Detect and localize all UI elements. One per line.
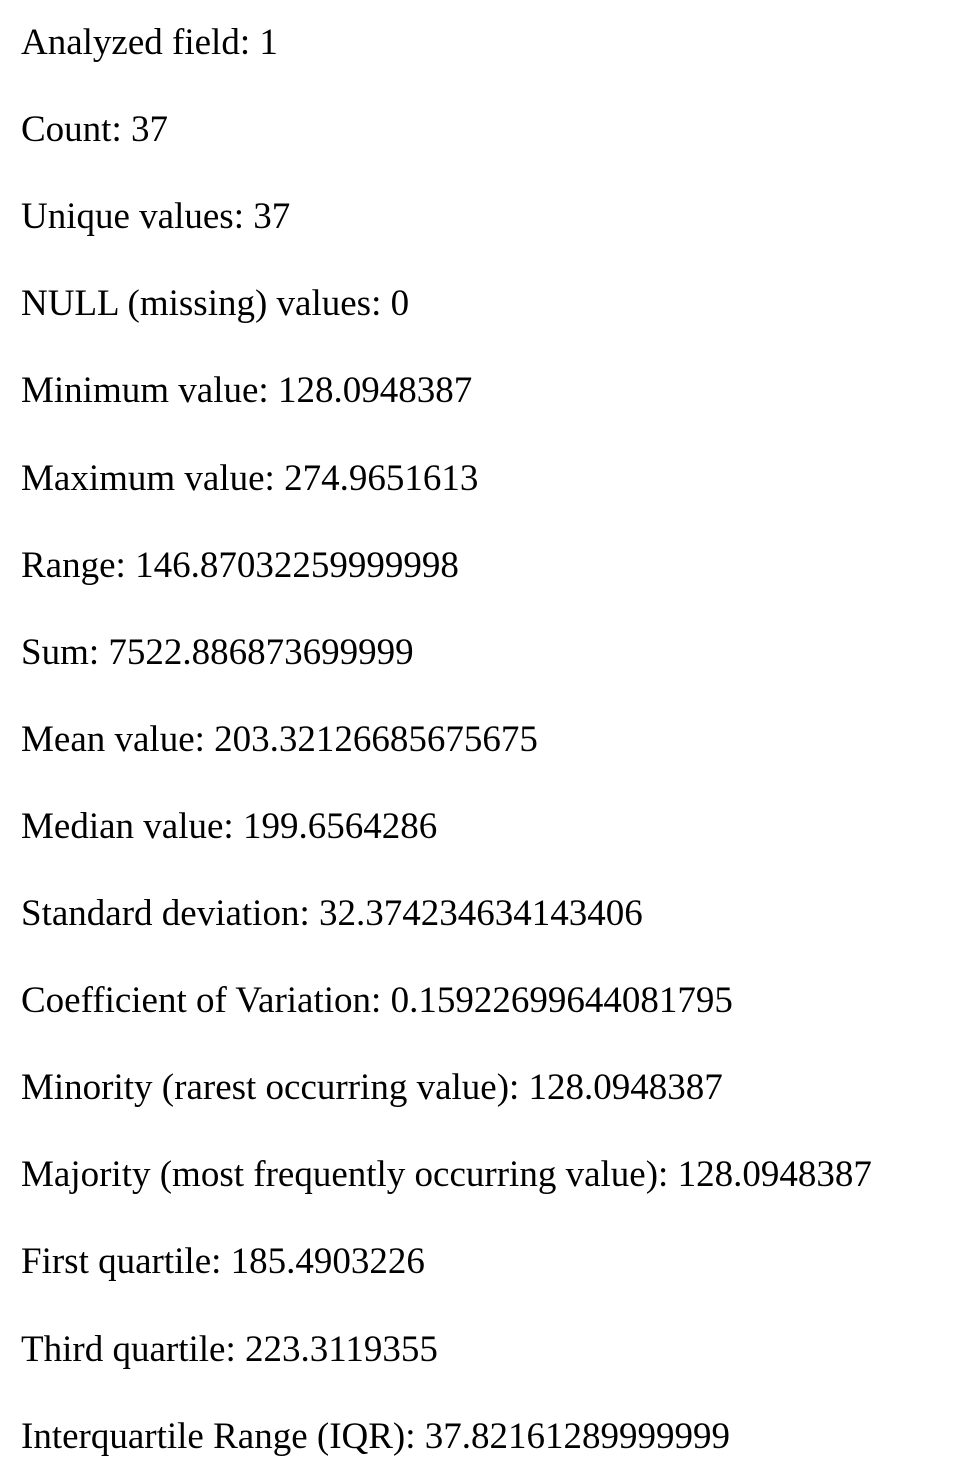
stat-label: Sum bbox=[21, 632, 89, 673]
stat-value: 0.15922699644081795 bbox=[390, 980, 733, 1021]
stat-value: 128.0948387 bbox=[528, 1067, 723, 1108]
stat-line: Third quartile: 223.3119355 bbox=[21, 1329, 438, 1370]
stat-line: NULL (missing) values: 0 bbox=[21, 283, 410, 324]
stat-line: Minority (rarest occurring value): 128.0… bbox=[21, 1067, 723, 1108]
stat-line: Majority (most frequently occurring valu… bbox=[21, 1154, 872, 1195]
stat-line: Count: 37 bbox=[21, 109, 168, 150]
stat-line: Analyzed field: 1 bbox=[21, 22, 278, 63]
stat-value: 37.82161289999999 bbox=[424, 1416, 731, 1457]
stat-label: Third quartile bbox=[21, 1329, 226, 1370]
stat-value: 1 bbox=[259, 22, 278, 63]
stat-label: Median value bbox=[21, 806, 224, 847]
stat-line: Mean value: 203.32126685675675 bbox=[21, 719, 538, 760]
stat-value: 37 bbox=[131, 109, 168, 150]
stat-line: Unique values: 37 bbox=[21, 196, 291, 237]
stat-value: 128.0948387 bbox=[677, 1154, 872, 1195]
stat-line: Minimum value: 128.0948387 bbox=[21, 370, 473, 411]
stat-label: Mean value bbox=[21, 719, 195, 760]
stat-line: Maximum value: 274.9651613 bbox=[21, 458, 479, 499]
stat-label: Coefficient of Variation bbox=[21, 980, 372, 1021]
stat-value: 274.9651613 bbox=[284, 458, 479, 499]
stat-line: Sum: 7522.886873699999 bbox=[21, 632, 414, 673]
stat-value: 146.87032259999998 bbox=[135, 545, 459, 586]
stat-value: 203.32126685675675 bbox=[214, 719, 538, 760]
stat-value: 223.3119355 bbox=[245, 1329, 438, 1370]
stat-line: Interquartile Range (IQR): 37.8216128999… bbox=[21, 1416, 731, 1457]
stat-label: Count bbox=[21, 109, 112, 150]
stat-label: Unique values bbox=[21, 196, 234, 237]
stat-value: 199.6564286 bbox=[242, 806, 438, 847]
stat-label: Majority (most frequently occurring valu… bbox=[21, 1154, 659, 1195]
stat-label: First quartile bbox=[21, 1241, 212, 1282]
stat-label: Minimum value bbox=[21, 370, 259, 411]
stat-line: First quartile: 185.4903226 bbox=[21, 1241, 425, 1282]
stat-label: Standard deviation bbox=[21, 893, 300, 934]
stat-label: Maximum value bbox=[21, 458, 265, 499]
stat-label: Range bbox=[21, 545, 116, 586]
stat-line: Standard deviation: 32.374234634143406 bbox=[21, 893, 643, 934]
stat-value: 128.0948387 bbox=[277, 370, 473, 411]
stat-value: 32.374234634143406 bbox=[319, 893, 643, 934]
stat-line: Coefficient of Variation: 0.159226996440… bbox=[21, 980, 733, 1021]
stat-label: Analyzed field bbox=[21, 22, 240, 63]
stat-label: NULL (missing) values bbox=[21, 283, 372, 324]
stat-label: Interquartile Range (IQR) bbox=[21, 1416, 406, 1457]
stat-value: 7522.886873699999 bbox=[108, 632, 414, 673]
stat-line: Median value: 199.6564286 bbox=[21, 806, 438, 847]
stat-value: 37 bbox=[253, 196, 291, 237]
stat-value: 185.4903226 bbox=[230, 1241, 425, 1282]
stat-label: Minority (rarest occurring value) bbox=[21, 1067, 510, 1108]
stat-line: Range: 146.87032259999998 bbox=[21, 545, 459, 586]
stat-value: 0 bbox=[390, 283, 410, 324]
